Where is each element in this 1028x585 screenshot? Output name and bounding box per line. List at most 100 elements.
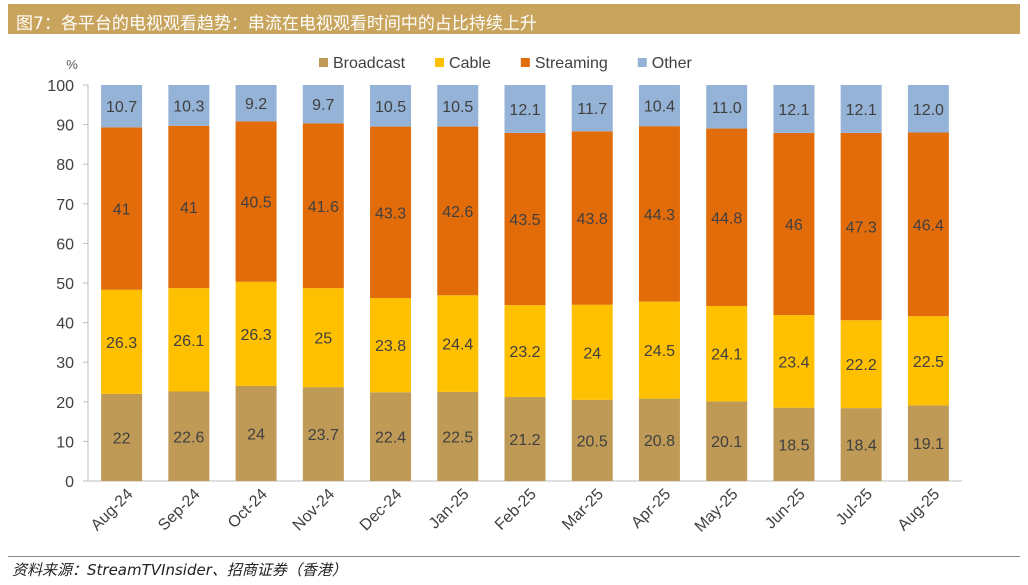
data-label-broadcast: 24	[247, 426, 265, 443]
data-label-broadcast: 22	[113, 430, 131, 447]
legend-label-broadcast: Broadcast	[333, 55, 406, 72]
data-label-other: 10.5	[375, 99, 406, 116]
bar-streaming	[571, 131, 613, 305]
bar-streaming	[840, 132, 882, 321]
bar-cable	[907, 316, 949, 406]
data-label-cable: 24.1	[711, 347, 742, 364]
x-tick-label: Aug-25	[895, 486, 944, 535]
bar-streaming	[907, 132, 949, 317]
data-label-streaming: 43.5	[509, 212, 540, 229]
y-tick-label: 40	[56, 316, 74, 333]
data-label-other: 12.1	[778, 102, 809, 119]
title-bar: 图7：各平台的电视观看趋势：串流在电视观看时间中的占比持续上升	[8, 4, 1020, 34]
data-label-other: 10.7	[106, 99, 137, 116]
y-tick-label: 0	[65, 474, 74, 491]
bar-streaming	[235, 121, 277, 282]
bar-other	[638, 85, 680, 127]
bar-streaming	[370, 126, 412, 299]
bar-cable	[101, 289, 143, 394]
data-label-cable: 26.3	[241, 327, 272, 344]
data-label-cable: 26.3	[106, 335, 137, 352]
bar-other	[571, 85, 613, 132]
legend-label-streaming: Streaming	[535, 55, 608, 72]
bar-cable	[437, 295, 479, 392]
bar-streaming	[773, 132, 815, 316]
x-tick-label: Jun-25	[762, 486, 809, 533]
y-tick-label: 30	[56, 355, 74, 372]
bar-broadcast	[370, 392, 412, 481]
bar-broadcast	[840, 408, 882, 481]
bar-broadcast	[437, 391, 479, 481]
legend-label-other: Other	[652, 55, 693, 72]
bar-streaming	[168, 125, 210, 289]
y-tick-label: 50	[56, 276, 74, 293]
data-label-other: 10.4	[644, 99, 675, 116]
bar-other	[101, 85, 143, 128]
bar-cable	[302, 288, 344, 388]
y-unit-label: %	[66, 57, 78, 72]
y-tick-label: 60	[56, 236, 74, 253]
data-label-other: 12.1	[846, 102, 877, 119]
data-label-cable: 24.5	[644, 343, 675, 360]
chart-title: 图7：各平台的电视观看趋势：串流在电视观看时间中的占比持续上升	[16, 14, 537, 34]
x-tick-label: May-25	[692, 486, 742, 536]
bar-other	[302, 85, 344, 124]
data-label-other: 10.5	[442, 99, 473, 116]
stacked-bar-chart: % 0 10 20 30 40 50 60 70 80 90 100 22 26.3 41 10.7 Aug-2…	[47, 55, 962, 536]
data-label-streaming: 40.5	[241, 195, 272, 212]
x-tick-label: Aug-24	[88, 486, 137, 535]
data-label-cable: 26.1	[173, 333, 204, 350]
data-label-streaming: 41.6	[308, 199, 339, 216]
data-label-streaming: 46	[785, 217, 803, 234]
data-label-streaming: 47.3	[846, 220, 877, 237]
bar-cable	[504, 305, 546, 398]
bar-broadcast	[706, 401, 748, 481]
x-tick-label: Jul-25	[833, 486, 876, 529]
data-label-cable: 23.2	[509, 344, 540, 361]
bar-other	[168, 85, 210, 126]
data-label-streaming: 43.8	[577, 211, 608, 228]
bar-broadcast	[235, 385, 277, 481]
data-label-streaming: 46.4	[913, 217, 944, 234]
legend-swatch-broadcast	[319, 58, 328, 67]
bar-cable	[571, 304, 613, 400]
data-label-broadcast: 20.8	[644, 433, 675, 450]
bar-streaming	[302, 123, 344, 289]
legend-swatch-other	[637, 58, 647, 67]
data-label-other: 12.1	[509, 102, 540, 119]
legend-swatch-cable	[435, 58, 445, 67]
data-label-broadcast: 18.5	[778, 437, 809, 454]
bar-broadcast	[302, 387, 344, 481]
x-tick-label: Nov-24	[290, 486, 339, 535]
bar-broadcast	[638, 398, 680, 481]
data-label-cable: 25	[314, 331, 332, 348]
x-tick-label: Jan-25	[426, 486, 473, 533]
data-label-cable: 24.4	[442, 337, 473, 354]
data-label-other: 12.0	[913, 102, 944, 119]
data-label-other: 9.7	[312, 97, 334, 114]
x-tick-label: Mar-25	[559, 486, 607, 534]
y-tick-label: 100	[47, 78, 74, 95]
x-tick-label: Oct-24	[225, 486, 271, 532]
data-label-streaming: 44.3	[644, 207, 675, 224]
data-label-other: 10.3	[173, 98, 204, 115]
data-label-cable: 23.4	[778, 354, 809, 371]
bar-broadcast	[571, 399, 613, 481]
data-label-cable: 24	[583, 345, 601, 362]
data-label-other: 11.0	[712, 100, 742, 117]
y-tick-label: 90	[56, 118, 74, 135]
data-label-broadcast: 19.1	[913, 436, 944, 453]
data-label-broadcast: 22.6	[173, 429, 204, 446]
bar-other	[437, 85, 479, 127]
x-tick-label: Sep-24	[155, 486, 204, 535]
data-label-other: 9.2	[245, 96, 267, 113]
bar-broadcast	[907, 405, 949, 481]
bar-other	[504, 85, 546, 133]
bar-streaming	[638, 126, 680, 302]
bar-cable	[168, 288, 210, 392]
data-label-other: 11.7	[577, 101, 607, 118]
bar-cable	[706, 305, 748, 402]
bar-streaming	[437, 126, 479, 296]
bar-streaming	[504, 132, 546, 306]
bar-streaming	[101, 127, 143, 290]
